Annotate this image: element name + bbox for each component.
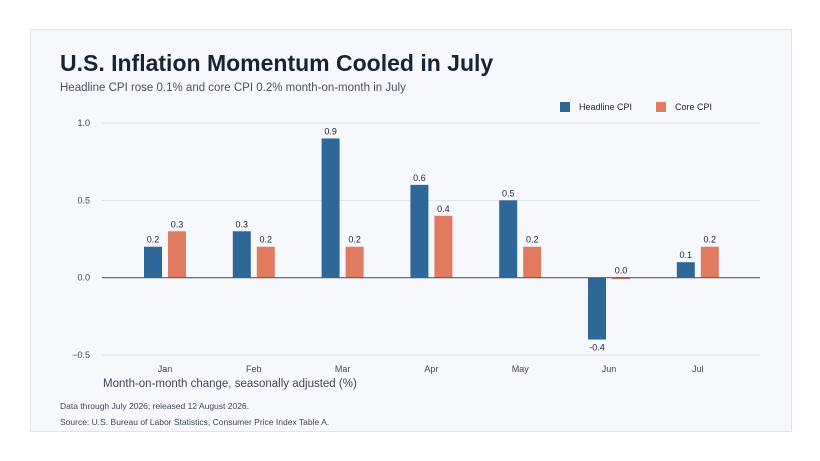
- bar-core: [345, 246, 364, 278]
- data-label: 0.9: [324, 126, 337, 136]
- y-tick-label: −0.5: [72, 350, 90, 360]
- data-label: 0.5: [502, 188, 515, 198]
- bar-headline: [499, 200, 518, 278]
- bar-core: [700, 246, 719, 278]
- x-tick-label: Jul: [692, 364, 704, 374]
- data-label: 0.1: [680, 250, 693, 260]
- bar-headline: [321, 138, 340, 278]
- data-label: 0.4: [437, 204, 450, 214]
- bar-core: [523, 246, 542, 278]
- x-tick-label: Apr: [424, 364, 438, 374]
- x-tick-label: Feb: [246, 364, 262, 374]
- bar-core: [256, 246, 275, 278]
- bar-headline: [232, 231, 251, 278]
- bar-headline: [410, 184, 429, 278]
- data-label: 0.6: [413, 173, 426, 183]
- legend-item-core: Core CPI: [656, 102, 712, 112]
- data-label: 0.2: [348, 235, 361, 245]
- legend-item-headline: Headline CPI: [560, 102, 632, 112]
- bar-headline: [144, 246, 162, 278]
- data-label: -0.4: [589, 343, 605, 353]
- data-label: 0.3: [171, 219, 184, 229]
- legend-label-core: Core CPI: [675, 102, 713, 112]
- y-tick-label: 1.0: [77, 118, 90, 128]
- y-tick-label: 0.0: [77, 273, 90, 283]
- data-label: 0.3: [236, 219, 249, 229]
- x-tick-label: Jan: [158, 364, 173, 374]
- data-label: 0.2: [147, 235, 160, 245]
- chart-subtitle: Headline CPI rose 0.1% and core CPI 0.2%…: [60, 82, 406, 94]
- source-note: Source: U.S. Bureau of Labor Statistics,…: [60, 417, 330, 427]
- x-tick-label: Jun: [602, 364, 617, 374]
- data-note: Data through July 2026; released 12 Augu…: [60, 401, 250, 411]
- x-axis-label: Month-on-month change, seasonally adjust…: [103, 378, 357, 390]
- data-label: 0.0: [615, 266, 628, 276]
- y-tick-label: 0.5: [77, 195, 90, 205]
- bar-headline: [588, 277, 606, 340]
- x-tick-label: May: [512, 364, 530, 374]
- legend-swatch-core: [656, 102, 666, 112]
- legend-swatch-headline: [560, 102, 570, 112]
- bar-headline: [676, 262, 695, 278]
- bar-core: [168, 231, 186, 278]
- legend-label-headline: Headline CPI: [579, 102, 633, 112]
- chart-title: U.S. Inflation Momentum Cooled in July: [60, 50, 494, 76]
- data-label: 0.2: [526, 235, 539, 245]
- x-tick-label: Mar: [335, 364, 351, 374]
- data-label: 0.2: [260, 235, 273, 245]
- bar-core: [434, 215, 453, 278]
- data-label: 0.2: [704, 235, 717, 245]
